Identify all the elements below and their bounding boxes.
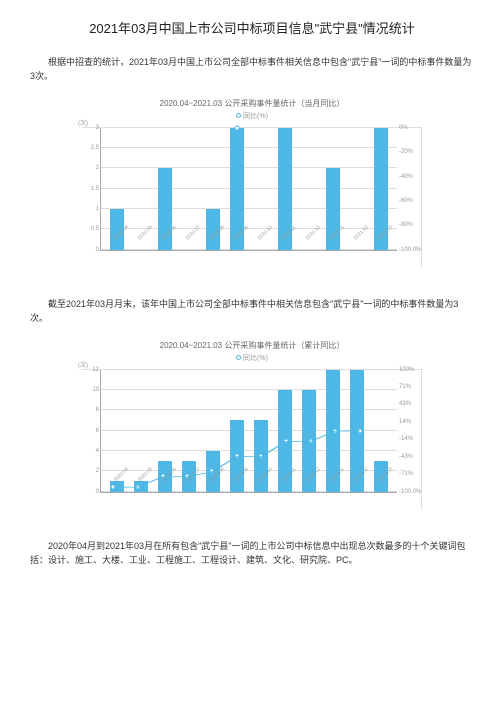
y2-tick: -14% — [399, 436, 423, 442]
y2-tick: -100.0% — [399, 247, 423, 253]
paragraph-3: 2020年04月到2021年03月在所有包含"武宁县"一词的上市公司中标信息中出… — [30, 539, 474, 568]
y-tick: 4 — [85, 448, 99, 454]
y2-tick: -60% — [399, 198, 423, 204]
y-tick: 2 — [85, 468, 99, 474]
line-marker — [210, 469, 215, 474]
line-marker — [358, 428, 363, 433]
page-title: 2021年03月中国上市公司中标项目信息"武宁县"情况统计 — [30, 18, 474, 37]
y2-tick: -40% — [399, 174, 423, 180]
line-marker — [234, 454, 239, 459]
y2-tick: 100% — [399, 367, 423, 373]
chart1-legend: 同比(%) — [82, 111, 422, 121]
chart1-plot: (次) 00.511.522.530%-20%-40%-60%-80%-100.… — [82, 127, 422, 267]
line-marker — [333, 428, 338, 433]
y-tick: 3 — [85, 125, 99, 131]
line-marker — [308, 438, 313, 443]
y-tick: 1.5 — [85, 186, 99, 192]
chart-monthly: 2020.04~2021.03 公开采购事件量统计（当月同比） 同比(%) (次… — [82, 98, 422, 267]
chart2-legend: 同比(%) — [82, 353, 422, 363]
y-tick: 6 — [85, 428, 99, 434]
y-tick: 2.5 — [85, 145, 99, 151]
paragraph-2: 截至2021年03月月末，该年中国上市公司全部中标事件中相关信息包含"武宁县"一… — [30, 297, 474, 326]
line-marker — [136, 484, 141, 489]
line-marker — [111, 484, 116, 489]
y2-tick: 43% — [399, 401, 423, 407]
y2-tick: -43% — [399, 454, 423, 460]
chart-cumulative: 2020.04~2021.03 公开采购事件量统计（累计同比） 同比(%) (次… — [82, 340, 422, 509]
y2-tick: -100.0% — [399, 489, 423, 495]
chart1-title: 2020.04~2021.03 公开采购事件量统计（当月同比） — [82, 98, 422, 109]
y-tick: 2 — [85, 165, 99, 171]
y2-tick: 0% — [399, 125, 423, 131]
chart2-title: 2020.04~2021.03 公开采购事件量统计（累计同比） — [82, 340, 422, 351]
y-tick: 10 — [85, 387, 99, 393]
y-tick: 0 — [85, 247, 99, 253]
y2-tick: 14% — [399, 419, 423, 425]
y2-tick: -80% — [399, 222, 423, 228]
y2-tick: -20% — [399, 149, 423, 155]
line-marker — [160, 474, 165, 479]
paragraph-1: 根据中招查的统计，2021年03月中国上市公司全部中标事件相关信息中包含"武宁县… — [30, 55, 474, 84]
y-tick: 12 — [85, 367, 99, 373]
y-tick: 8 — [85, 407, 99, 413]
line-marker — [259, 454, 264, 459]
line-marker — [185, 474, 190, 479]
y-tick: 0.5 — [85, 226, 99, 232]
y2-tick: 71% — [399, 384, 423, 390]
y-tick: 1 — [85, 206, 99, 212]
line-marker — [234, 125, 239, 130]
line-marker — [284, 438, 289, 443]
y-tick: 0 — [85, 489, 99, 495]
chart2-plot: (次) 024681012100%71%43%14%-14%-43%-71%-1… — [82, 369, 422, 509]
